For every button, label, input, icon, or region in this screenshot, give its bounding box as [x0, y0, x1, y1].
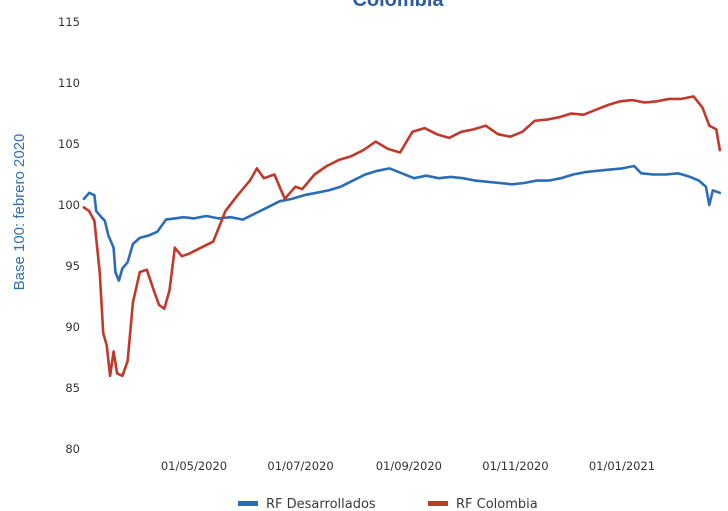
x-tick-label: 01/09/2020 — [376, 459, 442, 473]
legend-label: RF Colombia — [456, 497, 538, 511]
y-tick-label: 105 — [58, 137, 80, 151]
series-line-rf-colombia — [82, 95, 722, 378]
chart-title: Colombia — [352, 0, 444, 11]
plot-area — [82, 95, 722, 378]
y-tick-label: 100 — [58, 198, 80, 212]
y-tick-label: 90 — [65, 320, 80, 334]
legend: RF Desarrollados RF Colombia — [238, 497, 538, 511]
legend-swatch — [428, 501, 448, 506]
y-tick-label: 110 — [58, 76, 80, 90]
y-axis-ticks: 80 85 90 95 100 105 110 115 — [58, 15, 80, 456]
x-tick-label: 01/11/2020 — [482, 459, 548, 473]
y-tick-label: 85 — [65, 381, 80, 395]
x-tick-label: 01/05/2020 — [161, 459, 227, 473]
x-tick-label: 01/07/2020 — [267, 459, 333, 473]
legend-label: RF Desarrollados — [266, 497, 376, 511]
y-tick-label: 115 — [58, 15, 80, 29]
y-axis-label: Base 100: febrero 2020 — [11, 134, 28, 291]
x-axis-ticks: 01/05/2020 01/07/2020 01/09/2020 01/11/2020… — [161, 459, 655, 473]
series-line-rf-desarrollados — [82, 164, 722, 282]
y-tick-label: 95 — [65, 259, 80, 273]
x-tick-label: 01/01/2021 — [589, 459, 655, 473]
y-tick-label: 80 — [65, 442, 80, 456]
legend-swatch — [238, 501, 258, 506]
